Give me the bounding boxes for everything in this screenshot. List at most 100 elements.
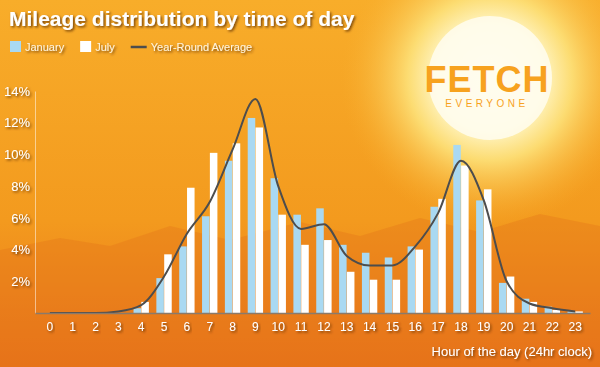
chart: FETCHEVERYONE2%4%6%8%10%12%14%0123456789… <box>0 0 600 367</box>
tick-label: 9 <box>252 320 259 334</box>
legend-swatch <box>80 41 91 52</box>
axis-title: Hour of the day (24hr clock) <box>432 344 592 359</box>
tick: 15 <box>386 313 400 334</box>
tick-label: 21 <box>523 320 537 334</box>
tick-label: 8 <box>229 320 236 334</box>
tick-label: 6% <box>11 211 30 226</box>
x-axis: 01234567891011121314151617181920212223 <box>36 313 591 334</box>
tick-label: 3 <box>115 320 122 334</box>
tick: 2% <box>11 274 35 289</box>
tick-label: 4% <box>11 242 30 257</box>
tick-label: 6 <box>184 320 191 334</box>
tick-label: 2% <box>11 274 30 289</box>
y-axis: 2% 4% 6% 8% 10% 12% 14% <box>4 84 36 314</box>
legend: January July Year-Round Average <box>10 41 252 53</box>
tick: 2 <box>92 313 99 334</box>
tick: 6 <box>184 313 191 334</box>
tick: 0 <box>47 313 54 334</box>
bar <box>393 280 401 313</box>
tick-label: 22 <box>546 320 560 334</box>
bar <box>476 200 484 313</box>
title: Mileage distribution by time of day <box>9 7 355 30</box>
bar <box>301 245 309 313</box>
legend-label: January <box>25 41 65 53</box>
tick: 18 <box>454 313 468 334</box>
tick: 11 <box>295 313 308 334</box>
bar <box>438 199 446 313</box>
tick-label: 4 <box>138 320 145 334</box>
tick: 21 <box>523 313 537 334</box>
tick-label: 1 <box>69 320 76 334</box>
bar <box>408 246 416 313</box>
legend-label: July <box>95 41 115 53</box>
tick-label: 8% <box>11 179 30 194</box>
bar <box>271 178 279 313</box>
logo-subtext: EVERYONE <box>445 98 528 109</box>
tick: 10 <box>272 313 286 334</box>
tick: 14% <box>4 84 35 99</box>
legend-swatch <box>10 41 21 52</box>
bar <box>484 189 492 313</box>
bar <box>278 215 286 313</box>
tick: 4 <box>138 313 145 334</box>
tick: 14 <box>363 313 377 334</box>
tick: 13 <box>340 313 354 334</box>
mountains <box>0 214 600 367</box>
bar <box>202 216 210 313</box>
tick: 5 <box>161 313 168 334</box>
tick: 17 <box>431 313 445 334</box>
plot-area <box>50 99 583 313</box>
sun-glow <box>340 0 600 228</box>
bar <box>187 188 195 313</box>
tick-label: 10% <box>4 147 30 162</box>
tick: 20 <box>500 313 514 334</box>
tick-label: 14 <box>363 320 377 334</box>
tick-label: 12% <box>4 115 30 130</box>
bar <box>225 161 233 313</box>
tick-label: 10 <box>272 320 286 334</box>
tick: 7 <box>206 313 213 334</box>
bar <box>179 246 187 313</box>
logo-text: FETCH <box>425 59 550 100</box>
bar <box>233 143 241 313</box>
tick-label: 13 <box>340 320 354 334</box>
bar <box>499 283 507 313</box>
tick-label: 17 <box>431 320 445 334</box>
bar <box>370 280 378 313</box>
tick: 22 <box>546 313 560 334</box>
tick-label: 2 <box>92 320 99 334</box>
legend-swatch <box>131 46 147 49</box>
legend-item: Year-Round Average <box>131 41 253 53</box>
tick: 12 <box>317 313 331 334</box>
tick: 4% <box>11 242 35 257</box>
tick: 8 <box>229 313 236 334</box>
legend-item: July <box>80 41 115 53</box>
axis-line <box>35 92 36 314</box>
bar <box>256 127 264 313</box>
tick: 19 <box>477 313 491 334</box>
tick-label: 18 <box>454 320 468 334</box>
bar <box>415 250 423 313</box>
bar <box>362 253 370 313</box>
bar <box>552 310 560 313</box>
tick-label: 12 <box>317 320 331 334</box>
tick-label: 23 <box>568 320 582 334</box>
tick-label: 16 <box>409 320 423 334</box>
tick-label: 5 <box>161 320 168 334</box>
bar <box>347 272 355 313</box>
tick: 23 <box>568 313 582 334</box>
tick: 6% <box>11 211 35 226</box>
bar <box>248 118 256 313</box>
tick: 16 <box>409 313 423 334</box>
bar <box>324 240 332 313</box>
line <box>50 99 575 313</box>
tick-label: 0 <box>47 320 54 334</box>
tick-label: 20 <box>500 320 514 334</box>
tick: 9 <box>252 313 259 334</box>
tick-label: 7 <box>206 320 213 334</box>
tick: 1 <box>69 313 76 334</box>
legend-item: January <box>10 41 65 53</box>
tick-label: 15 <box>386 320 400 334</box>
axis-line <box>36 313 591 315</box>
bar <box>134 308 142 313</box>
